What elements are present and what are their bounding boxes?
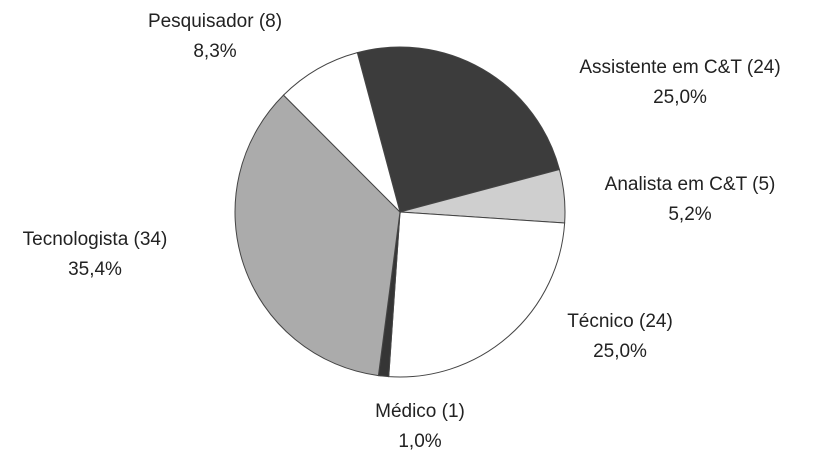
slice-value-label: 25,0% — [593, 341, 647, 362]
slice-value-label: 1,0% — [398, 431, 441, 452]
slice-value-label: 8,3% — [193, 41, 236, 62]
pie-slice — [234, 94, 401, 377]
pie-slice — [282, 52, 401, 214]
slice-label: Tecnologista (34) — [23, 229, 168, 250]
slice-label: Técnico (24) — [567, 311, 673, 332]
pie-slice — [356, 46, 561, 213]
slice-label: Médico (1) — [375, 401, 465, 422]
pie-slice — [388, 211, 566, 378]
slice-value-label: 25,0% — [653, 87, 707, 108]
slice-value-label: 5,2% — [668, 204, 711, 225]
slice-label: Analista em C&T (5) — [605, 174, 776, 195]
slice-value-label: 35,4% — [68, 259, 122, 280]
slice-label: Pesquisador (8) — [148, 11, 282, 32]
slice-label: Assistente em C&T (24) — [579, 57, 780, 78]
